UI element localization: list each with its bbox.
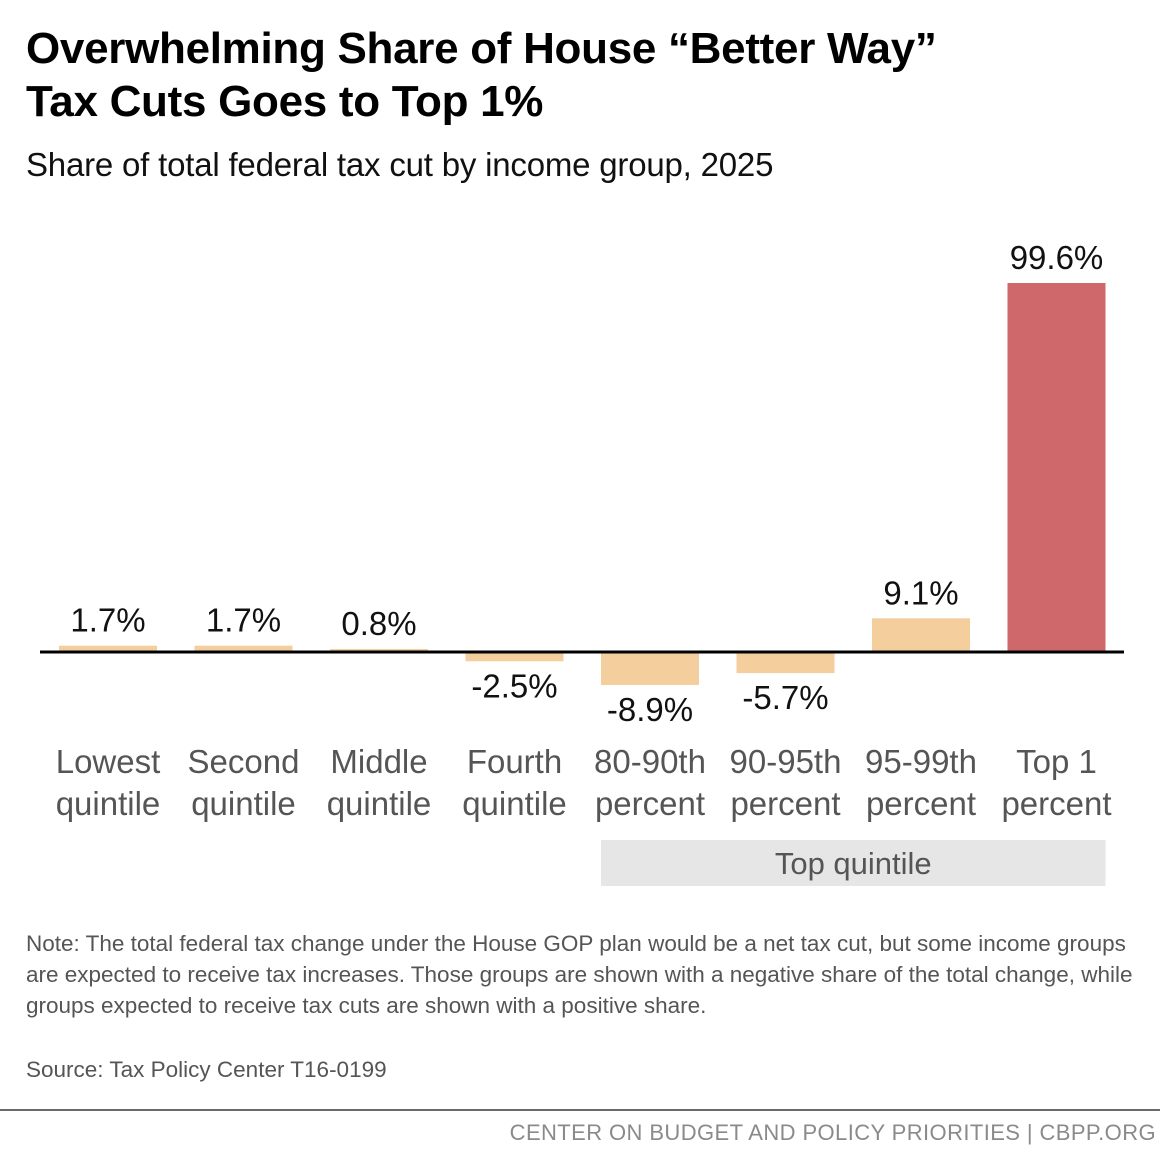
- category-label: percent: [1001, 785, 1111, 822]
- group-band: [601, 840, 1106, 886]
- category-label: Top 1: [1016, 743, 1097, 780]
- category-label: 80-90th: [594, 743, 706, 780]
- category-label: percent: [595, 785, 705, 822]
- bar: [872, 618, 970, 652]
- category-label: quintile: [56, 785, 161, 822]
- title-line-1: Overwhelming Share of House “Better Way”: [26, 24, 937, 73]
- data-label: -8.9%: [607, 691, 693, 728]
- category-label: percent: [866, 785, 976, 822]
- data-label: 99.6%: [1010, 239, 1104, 276]
- category-label: Middle: [330, 743, 427, 780]
- data-label: 1.7%: [206, 602, 281, 639]
- data-label: 1.7%: [70, 602, 145, 639]
- data-label: 0.8%: [341, 605, 416, 642]
- category-label: Second: [188, 743, 300, 780]
- bar: [1007, 283, 1106, 652]
- chart-note: Note: The total federal tax change under…: [26, 931, 1133, 1018]
- footer-divider: [0, 1109, 1160, 1111]
- category-label: Lowest: [56, 743, 161, 780]
- category-label: percent: [730, 785, 840, 822]
- group-label: Top quintile: [775, 846, 932, 881]
- data-label: -2.5%: [471, 667, 557, 704]
- category-label: quintile: [191, 785, 296, 822]
- chart-title: Overwhelming Share of House “Better Way”…: [26, 22, 1136, 128]
- chart-source: Source: Tax Policy Center T16-0199: [26, 1057, 387, 1082]
- bar: [465, 652, 564, 662]
- bar: [601, 652, 699, 685]
- footer-org: CENTER ON BUDGET AND POLICY PRIORITIES |…: [509, 1120, 1156, 1145]
- bar: [59, 645, 157, 652]
- chart-subtitle: Share of total federal tax cut by income…: [26, 146, 774, 183]
- bar: [194, 645, 293, 652]
- bar-chart: Top quintile 1.7% Lowest quintile 1.7% Second…: [40, 239, 1124, 886]
- category-label: Fourth: [467, 743, 562, 780]
- category-label: 95-99th: [865, 743, 977, 780]
- category-label: quintile: [462, 785, 567, 822]
- bar: [736, 652, 835, 674]
- title-line-2: Tax Cuts Goes to Top 1%: [26, 77, 544, 126]
- data-label: -5.7%: [742, 679, 828, 716]
- data-label: 9.1%: [883, 574, 958, 611]
- category-label: 90-95th: [730, 743, 842, 780]
- category-label: quintile: [327, 785, 432, 822]
